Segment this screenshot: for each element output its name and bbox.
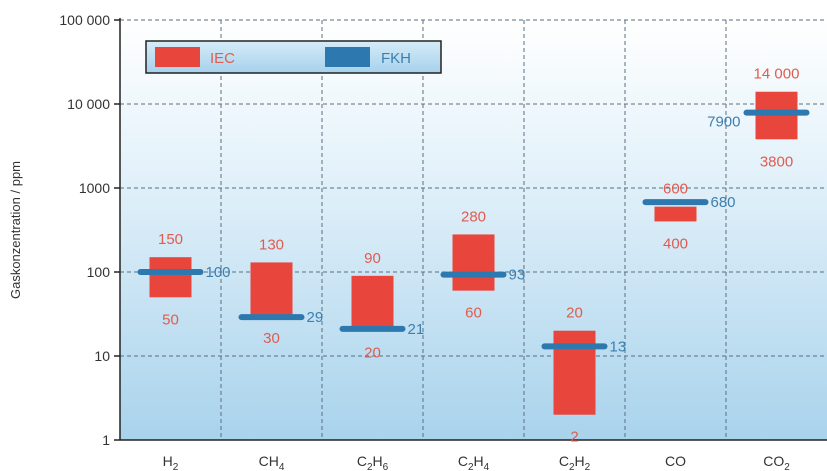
x-tick-label: C2H2 xyxy=(559,453,591,471)
fkh-label: 29 xyxy=(307,309,324,326)
iec-low-label: 400 xyxy=(663,235,688,252)
y-tick-label: 10 xyxy=(94,348,110,364)
iec-low-label: 30 xyxy=(263,330,280,347)
x-tick-label: CH4 xyxy=(259,453,285,471)
iec-high-label: 600 xyxy=(663,181,688,198)
y-tick-label: 1000 xyxy=(79,180,110,196)
fkh-series xyxy=(137,109,810,350)
legend-label-fkh: FKH xyxy=(381,50,411,67)
iec-low-label: 20 xyxy=(364,345,381,362)
plot-background xyxy=(120,20,827,440)
iec-high-label: 150 xyxy=(158,231,183,248)
iec-low-label: 3800 xyxy=(760,153,793,170)
iec-bar xyxy=(250,262,293,316)
y-tick-label: 100 000 xyxy=(59,12,110,28)
iec-bar xyxy=(452,234,495,291)
grid xyxy=(119,18,827,441)
x-tick-label: C2H6 xyxy=(357,453,389,471)
x-tick-label: H2 xyxy=(163,453,179,471)
y-axis-label: Gaskonzentration / ppm xyxy=(8,161,23,299)
iec-low-label: 50 xyxy=(162,311,179,328)
fkh-label: 13 xyxy=(610,338,627,355)
x-tick-label: CO xyxy=(665,453,686,469)
fkh-label: 100 xyxy=(206,264,231,281)
fkh-label: 21 xyxy=(408,321,425,338)
legend: IEC FKH xyxy=(145,40,442,74)
iec-low-label: 60 xyxy=(465,305,482,322)
iec-low-label: 2 xyxy=(570,429,578,446)
y-tick-label: 1 xyxy=(102,432,110,448)
y-tick-label: 10 000 xyxy=(67,96,110,112)
fkh-label: 7900 xyxy=(707,114,740,131)
fkh-label: 93 xyxy=(509,267,526,284)
legend-swatch-fkh xyxy=(325,47,370,67)
y-tick-label: 100 xyxy=(87,264,111,280)
iec-bar xyxy=(149,257,192,298)
iec-high-label: 130 xyxy=(259,236,284,253)
data-labels: 150 50 100 130 30 29 90 20 21 280 60 93 20 2 13 600 400 6… xyxy=(158,66,799,446)
iec-high-label: 14 000 xyxy=(754,66,800,83)
iec-bar xyxy=(351,275,394,331)
fkh-label: 680 xyxy=(711,194,736,211)
y-axis: 1 10 100 1000 10 000 100 000 xyxy=(59,12,120,448)
iec-high-label: 90 xyxy=(364,250,381,267)
iec-bar xyxy=(553,330,596,415)
x-tick-label: CO2 xyxy=(763,453,790,471)
iec-bar xyxy=(654,206,697,222)
legend-swatch-iec xyxy=(155,47,200,67)
legend-label-iec: IEC xyxy=(210,50,235,67)
iec-high-label: 20 xyxy=(566,305,583,322)
iec-high-label: 280 xyxy=(461,208,486,225)
x-axis: H2 CH4 C2H6 C2H4 C2H2 CO CO2 xyxy=(163,453,791,471)
x-tick-label: C2H4 xyxy=(458,453,490,471)
